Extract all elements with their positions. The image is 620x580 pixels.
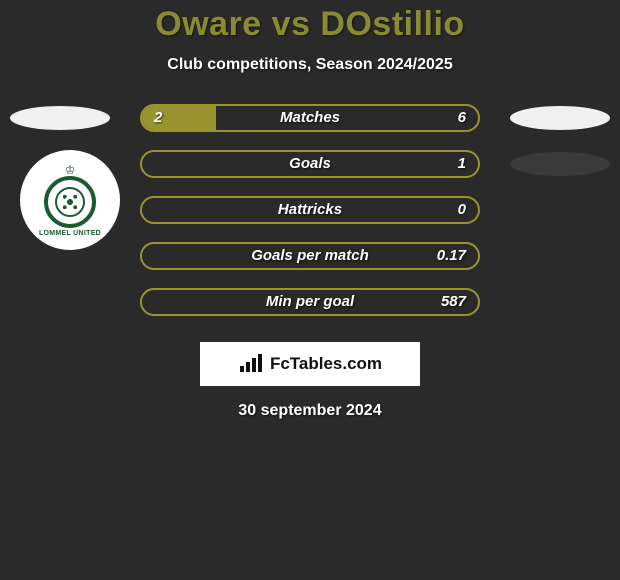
stat-label: Goals per match [142, 247, 478, 264]
stat-bar: Goals per match0.17 [140, 242, 480, 270]
stat-bar: Hattricks0 [140, 196, 480, 224]
stat-row: 2Matches6 [0, 104, 620, 150]
subtitle: Club competitions, Season 2024/2025 [0, 56, 620, 74]
stat-label: Goals [142, 155, 478, 172]
date-label: 30 september 2024 [0, 402, 620, 420]
stat-label: Matches [142, 109, 478, 126]
stat-right-value: 6 [458, 109, 466, 126]
stat-bar: Goals1 [140, 150, 480, 178]
stat-right-value: 0 [458, 201, 466, 218]
stat-label: Hattricks [142, 201, 478, 218]
stat-right-value: 587 [441, 293, 466, 310]
stat-row: Goals per match0.17 [0, 242, 620, 288]
stat-bar: Min per goal587 [140, 288, 480, 316]
team-right-placeholder [510, 106, 610, 130]
stat-row: ♔LOMMEL UNITEDGoals1 [0, 150, 620, 196]
page-title: Oware vs DOstillio [0, 5, 620, 44]
stat-bar: 2Matches6 [140, 104, 480, 132]
brand-bars-icon [238, 354, 264, 374]
team-left-placeholder [10, 106, 110, 130]
brand-text: FcTables.com [270, 354, 382, 374]
infographic-container: Oware vs DOstillio Club competitions, Se… [0, 0, 620, 420]
brand-box[interactable]: FcTables.com [200, 342, 420, 386]
stat-right-value: 0.17 [437, 247, 466, 264]
stat-row: Hattricks0 [0, 196, 620, 242]
badge-crown-icon: ♔ [65, 164, 76, 176]
stat-label: Min per goal [142, 293, 478, 310]
stat-row: Min per goal587 [0, 288, 620, 334]
stat-right-value: 1 [458, 155, 466, 172]
team-right-placeholder [510, 152, 610, 176]
stat-rows: 2Matches6♔LOMMEL UNITEDGoals1Hattricks0G… [0, 104, 620, 334]
